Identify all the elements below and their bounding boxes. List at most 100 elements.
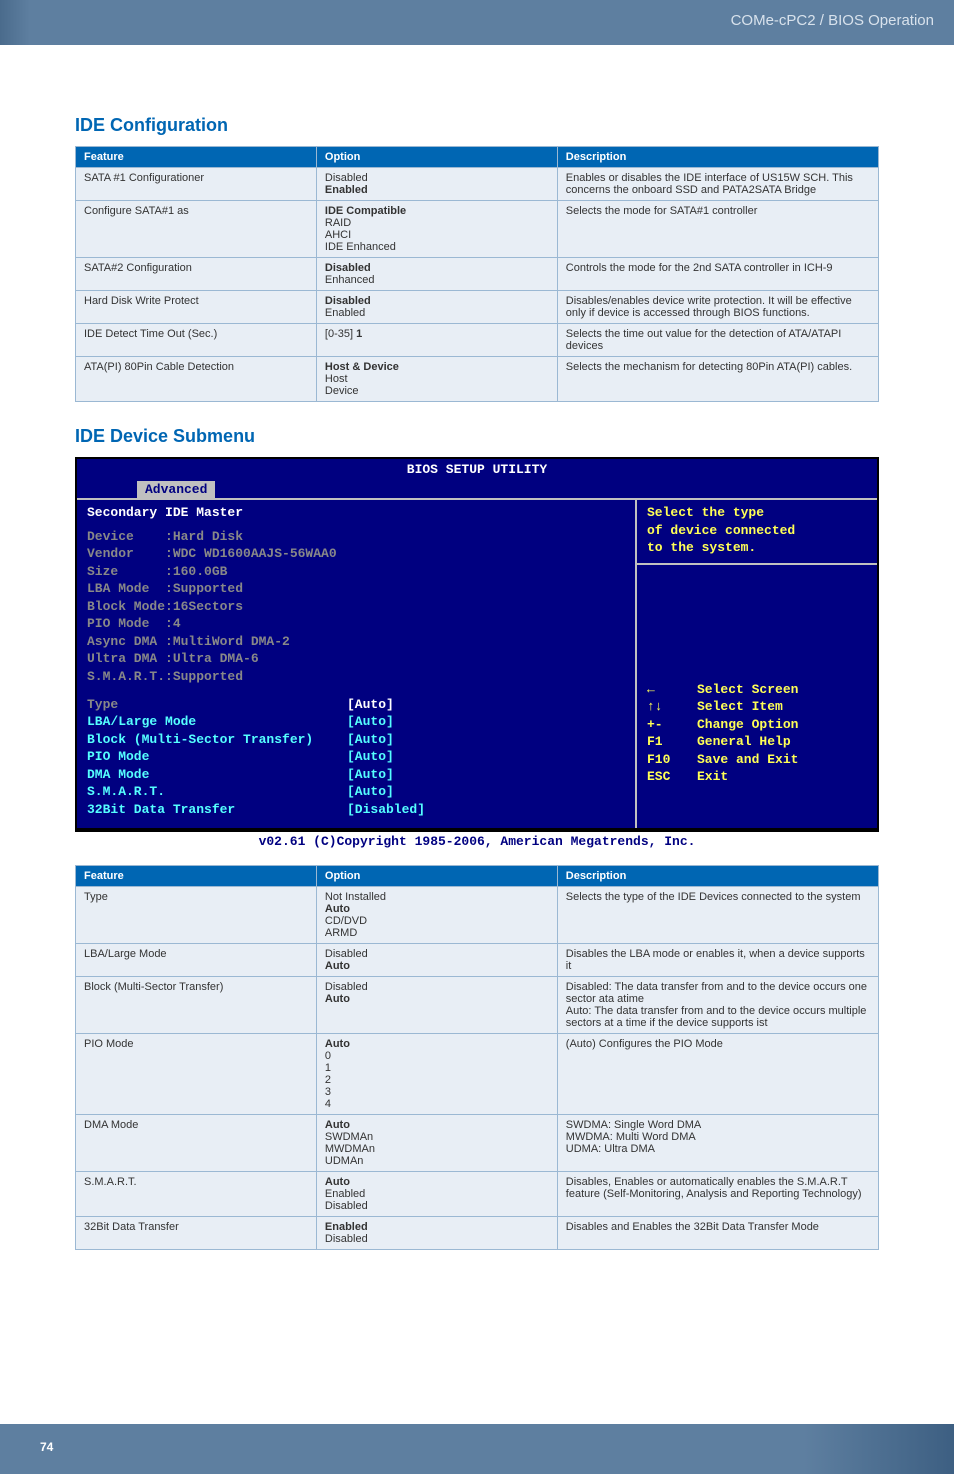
bios-info-row: Vendor :WDC WD1600AAJS-56WAA0	[87, 545, 625, 563]
bios-nav-key: ↑↓	[647, 698, 697, 716]
footer-banner: 74	[0, 1424, 954, 1474]
table-cell: DisabledEnabled	[316, 168, 557, 201]
bios-setting-value: [Auto]	[347, 713, 394, 731]
table-header: Description	[557, 866, 878, 887]
bios-setting-row[interactable]: LBA/Large Mode[Auto]	[87, 713, 625, 731]
bios-info-row: Size :160.0GB	[87, 563, 625, 581]
bios-info-row: Device :Hard Disk	[87, 528, 625, 546]
table-cell: Disables, Enables or automatically enabl…	[557, 1172, 878, 1217]
table-cell: Not InstalledAutoCD/DVDARMD	[316, 887, 557, 944]
bios-tab-advanced[interactable]: Advanced	[137, 481, 215, 499]
bios-nav-row: ↑↓Select Item	[647, 698, 867, 716]
bios-title: BIOS SETUP UTILITY	[77, 459, 877, 481]
table-cell: DisabledEnabled	[316, 291, 557, 324]
table-cell: Type	[76, 887, 317, 944]
table-row: IDE Detect Time Out (Sec.)[0-35] 1Select…	[76, 324, 879, 357]
bios-info-row: Block Mode:16Sectors	[87, 598, 625, 616]
bios-info-row: PIO Mode :4	[87, 615, 625, 633]
bios-nav-key: +-	[647, 716, 697, 734]
bios-info-row: S.M.A.R.T.:Supported	[87, 668, 625, 686]
bios-nav-row: +-Change Option	[647, 716, 867, 734]
table-cell: Selects the mechanism for detecting 80Pi…	[557, 357, 878, 402]
bios-left-pane: Secondary IDE Master Device :Hard DiskVe…	[77, 500, 637, 828]
bios-setting-key: PIO Mode	[87, 748, 347, 766]
bios-info-row: Ultra DMA :Ultra DMA-6	[87, 650, 625, 668]
bios-help-text: Select the typeof device connectedto the…	[647, 504, 867, 557]
table-header: Feature	[76, 147, 317, 168]
section1-title: IDE Configuration	[75, 115, 879, 136]
bios-tabs: Advanced	[77, 481, 877, 499]
bios-setting-row[interactable]: Type[Auto]	[87, 696, 625, 714]
table-cell: Selects the time out value for the detec…	[557, 324, 878, 357]
doc-title: COMe-cPC2 / BIOS Operation	[731, 12, 934, 29]
table-cell: PIO Mode	[76, 1034, 317, 1115]
table-cell: SATA#2 Configuration	[76, 258, 317, 291]
table-cell: Selects the type of the IDE Devices conn…	[557, 887, 878, 944]
table-cell: S.M.A.R.T.	[76, 1172, 317, 1217]
table-cell: Controls the mode for the 2nd SATA contr…	[557, 258, 878, 291]
table-row: 32Bit Data TransferEnabledDisabledDisabl…	[76, 1217, 879, 1250]
bios-nav-label: Save and Exit	[697, 751, 798, 769]
bios-setting-value: [Auto]	[347, 783, 394, 801]
table-cell: AutoSWDMAnMWDMAnUDMAn	[316, 1115, 557, 1172]
table-cell: IDE Detect Time Out (Sec.)	[76, 324, 317, 357]
bios-setting-key: 32Bit Data Transfer	[87, 801, 347, 819]
bios-nav-key: F1	[647, 733, 697, 751]
table-row: SATA#2 ConfigurationDisabledEnhancedCont…	[76, 258, 879, 291]
table-row: DMA ModeAutoSWDMAnMWDMAnUDMAnSWDMA: Sing…	[76, 1115, 879, 1172]
table-cell: Host & DeviceHostDevice	[316, 357, 557, 402]
bios-setting-row[interactable]: DMA Mode[Auto]	[87, 766, 625, 784]
bios-device-info: Device :Hard DiskVendor :WDC WD1600AAJS-…	[87, 528, 625, 686]
ide-config-table: FeatureOptionDescription SATA #1 Configu…	[75, 146, 879, 402]
bios-setting-value: [Auto]	[347, 731, 394, 749]
table-cell: [0-35] 1	[316, 324, 557, 357]
table-row: Configure SATA#1 asIDE CompatibleRAIDAHC…	[76, 201, 879, 258]
bios-nav-label: Change Option	[697, 716, 798, 734]
ide-device-table: FeatureOptionDescription TypeNot Install…	[75, 865, 879, 1250]
table-cell: DisabledAuto	[316, 944, 557, 977]
bios-nav-key: ESC	[647, 768, 697, 786]
table-cell: Block (Multi-Sector Transfer)	[76, 977, 317, 1034]
bios-info-row: Async DMA :MultiWord DMA-2	[87, 633, 625, 651]
bios-setting-value: [Disabled]	[347, 801, 425, 819]
bios-nav-label: Exit	[697, 768, 728, 786]
table-cell: DisabledAuto	[316, 977, 557, 1034]
bios-setting-key: S.M.A.R.T.	[87, 783, 347, 801]
table-cell: Auto01234	[316, 1034, 557, 1115]
table-cell: DMA Mode	[76, 1115, 317, 1172]
bios-nav-key: F10	[647, 751, 697, 769]
table-row: Hard Disk Write ProtectDisabledEnabledDi…	[76, 291, 879, 324]
table-cell: Hard Disk Write Protect	[76, 291, 317, 324]
bios-body: Secondary IDE Master Device :Hard DiskVe…	[77, 498, 877, 828]
table-cell: Disables the LBA mode or enables it, whe…	[557, 944, 878, 977]
table-cell: Disables/enables device write protection…	[557, 291, 878, 324]
bios-setting-value: [Auto]	[347, 766, 394, 784]
bios-setting-row[interactable]: 32Bit Data Transfer[Disabled]	[87, 801, 625, 819]
bios-heading: Secondary IDE Master	[87, 504, 625, 522]
page-content: IDE Configuration FeatureOptionDescripti…	[0, 45, 954, 1304]
bios-nav-label: Select Item	[697, 698, 783, 716]
bios-nav-label: Select Screen	[697, 681, 798, 699]
bios-right-pane: Select the typeof device connectedto the…	[637, 500, 877, 828]
bios-setting-row[interactable]: Block (Multi-Sector Transfer)[Auto]	[87, 731, 625, 749]
bios-setting-key: Type	[87, 696, 347, 714]
table-cell: (Auto) Configures the PIO Mode	[557, 1034, 878, 1115]
table-row: PIO ModeAuto01234(Auto) Configures the P…	[76, 1034, 879, 1115]
bios-info-row: LBA Mode :Supported	[87, 580, 625, 598]
bios-setting-key: DMA Mode	[87, 766, 347, 784]
bios-nav-label: General Help	[697, 733, 791, 751]
bios-nav-key: ←	[647, 681, 697, 699]
table-cell: DisabledEnhanced	[316, 258, 557, 291]
table-cell: Enables or disables the IDE interface of…	[557, 168, 878, 201]
bios-nav-row: F1General Help	[647, 733, 867, 751]
table-cell: EnabledDisabled	[316, 1217, 557, 1250]
table-row: S.M.A.R.T.AutoEnabledDisabledDisables, E…	[76, 1172, 879, 1217]
bios-setting-row[interactable]: S.M.A.R.T.[Auto]	[87, 783, 625, 801]
table-cell: Disables and Enables the 32Bit Data Tran…	[557, 1217, 878, 1250]
table-row: ATA(PI) 80Pin Cable DetectionHost & Devi…	[76, 357, 879, 402]
table-cell: Selects the mode for SATA#1 controller	[557, 201, 878, 258]
header-banner: COMe-cPC2 / BIOS Operation	[0, 0, 954, 45]
table-cell: AutoEnabledDisabled	[316, 1172, 557, 1217]
table-cell: 32Bit Data Transfer	[76, 1217, 317, 1250]
bios-setting-row[interactable]: PIO Mode[Auto]	[87, 748, 625, 766]
